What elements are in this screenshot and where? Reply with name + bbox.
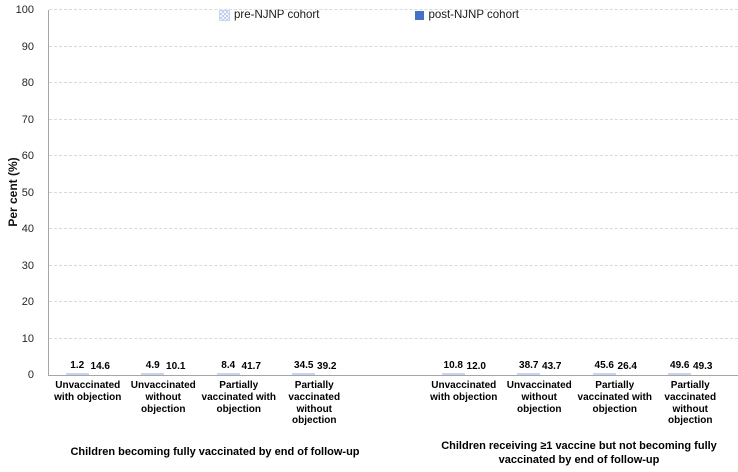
y-tick-label: 20	[21, 296, 34, 308]
pre-njnp-swatch-icon	[219, 9, 230, 21]
category-slot: 34.5 39.2	[278, 360, 354, 375]
gridline	[49, 45, 738, 47]
y-tick-label: 40	[21, 223, 34, 235]
gridline	[49, 301, 738, 302]
plot-area: 1.2 14.6 4.9 10.1 8.4 41.7 34.5 39.2 10.8 12.0 38…	[48, 9, 738, 376]
gridline	[49, 337, 738, 339]
y-tick-label: 70	[21, 113, 34, 126]
category-label: Unvaccinated with objection	[430, 380, 498, 403]
bar-value-label: 34.5	[294, 360, 314, 371]
legend-item-post-njnp: post-NJNP cohort	[415, 9, 519, 21]
bar-group-partially-vaccinated: 10.8 12.0 38.7 43.7 45.6 26.4 49.6 49.3	[427, 10, 729, 375]
bar-value-label: 10.8	[443, 360, 463, 371]
bar-value-label: 14.6	[90, 361, 110, 372]
gridline	[49, 228, 738, 229]
category-slot: 10.8 12.0	[427, 360, 503, 375]
bar-pre-njnp: 1.2	[65, 360, 89, 375]
category-label: Unvaccinated without objection	[506, 380, 572, 415]
legend-label-post-njnp: post-NJNP cohort	[428, 9, 519, 21]
bar-pre-njnp: 8.4	[216, 360, 240, 375]
y-axis-labels: 0 10 20 30 40 50 60 70 80 90 100	[0, 4, 42, 381]
category-label: Partially vaccinated without objection	[288, 380, 341, 427]
y-tick-label: 10	[21, 332, 34, 345]
bar-pre-njnp: 45.6	[592, 360, 616, 375]
category-slot: 4.9 10.1	[127, 360, 203, 375]
y-tick-label: 0	[27, 369, 34, 381]
legend-item-pre-njnp: pre-NJNP cohort	[219, 9, 319, 21]
category-slot: 45.6 26.4	[578, 360, 654, 375]
category-labels-group-1: Unvaccinated with objection Unvaccinated …	[50, 380, 352, 427]
gridline	[49, 9, 738, 10]
bar-pre-njnp: 10.8	[441, 360, 465, 375]
bar-value-label: 8.4	[221, 360, 236, 371]
category-label: Partially vaccinated with objection	[201, 380, 276, 415]
bar-value-label: 49.6	[670, 360, 690, 371]
gridline	[49, 191, 738, 193]
bar-value-label: 12.0	[466, 361, 486, 372]
category-slot: 38.7 43.7	[503, 360, 579, 375]
bar-value-label: 1.2	[70, 360, 85, 371]
bar-group-fully-vaccinated: 1.2 14.6 4.9 10.1 8.4 41.7 34.5 39.2	[51, 10, 353, 375]
category-label: Unvaccinated without objection	[130, 380, 196, 415]
gridline	[49, 264, 738, 266]
y-tick-label: 60	[21, 150, 34, 162]
category-labels-group-2: Unvaccinated with objection Unvaccinated …	[426, 380, 728, 427]
bar-pre-njnp: 34.5	[292, 360, 316, 375]
group-title-2: Children receiving ≥1 vaccine but not be…	[441, 440, 717, 466]
bar-value-label: 4.9	[145, 360, 160, 371]
bar-value-label: 43.7	[542, 361, 562, 372]
category-slot: 8.4 41.7	[202, 360, 278, 375]
bar-value-label: 39.2	[317, 361, 337, 372]
legend-label-pre-njnp: pre-NJNP cohort	[234, 9, 320, 21]
bar-value-label: 49.3	[693, 361, 713, 372]
bar-value-label: 45.6	[594, 360, 614, 371]
y-tick-label: 100	[15, 4, 34, 16]
gridline	[49, 118, 738, 120]
y-tick-label: 50	[21, 186, 34, 199]
category-slot: 49.6 49.3	[654, 360, 730, 375]
post-njnp-swatch-icon	[415, 10, 425, 20]
bar-value-label: 26.4	[617, 361, 637, 372]
category-slot: 1.2 14.6	[51, 360, 127, 375]
y-tick-label: 30	[21, 259, 34, 272]
bar-value-label: 38.7	[519, 360, 539, 371]
gridline	[49, 155, 738, 156]
bar-pre-njnp: 49.6	[668, 360, 692, 375]
y-tick-label: 80	[21, 77, 34, 89]
y-tick-label: 90	[21, 40, 34, 53]
bar-value-label: 10.1	[166, 361, 186, 372]
category-label: Partially vaccinated without objection	[664, 380, 717, 427]
group-title-1: Children becoming fully vaccinated by en…	[70, 446, 360, 458]
category-label: Unvaccinated with objection	[54, 380, 122, 403]
legend: pre-NJNP cohort post-NJNP cohort	[0, 9, 738, 21]
gridline	[49, 82, 738, 83]
bar-pre-njnp: 38.7	[517, 360, 541, 375]
bar-value-label: 41.7	[241, 361, 261, 372]
category-label: Partially vaccinated with objection	[577, 380, 652, 415]
bar-pre-njnp: 4.9	[141, 360, 165, 375]
